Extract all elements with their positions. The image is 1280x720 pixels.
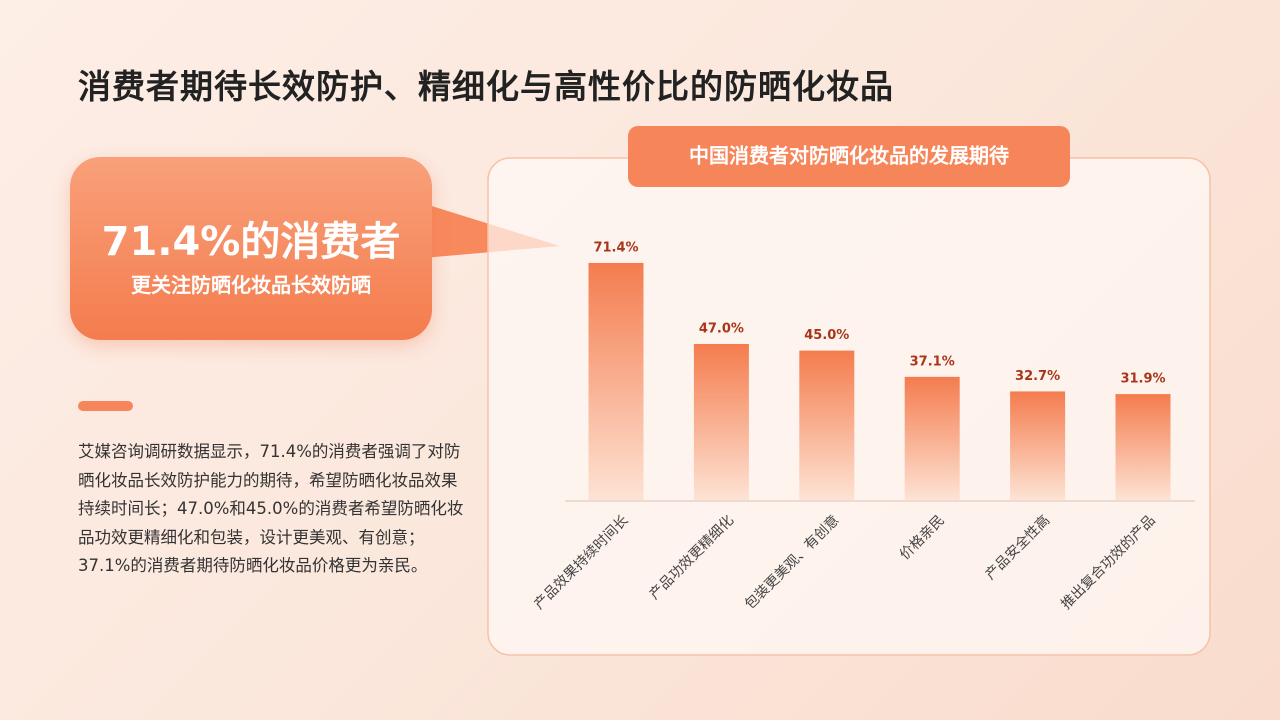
value-label: 47.0% — [699, 321, 744, 336]
bar — [588, 262, 644, 500]
page-title: 消费者期待长效防护、精细化与高性价比的防晒化妆品 — [78, 67, 894, 106]
callout-headline: 71.4%的消费者 — [101, 219, 401, 265]
bar — [799, 350, 855, 500]
bar — [693, 343, 749, 500]
bar — [1115, 394, 1171, 500]
bar — [1010, 391, 1066, 500]
chart-title: 中国消费者对防晒化妆品的发展期待 — [689, 144, 1009, 168]
value-label: 32.7% — [1015, 369, 1060, 384]
chart-title-pill — [628, 126, 1070, 187]
accent-bar — [78, 401, 133, 411]
paragraph: 艾媒咨询调研数据显示，71.4%的消费者强调了对防晒化妆品长效防护能力的期待，希… — [78, 442, 464, 575]
value-label: 31.9% — [1120, 372, 1165, 387]
value-label: 37.1% — [910, 354, 955, 369]
callout-subline: 更关注防晒化妆品长效防晒 — [131, 273, 371, 297]
value-label: 45.0% — [804, 328, 849, 343]
value-label: 71.4% — [593, 240, 638, 255]
bar — [904, 376, 960, 500]
callout: 71.4%的消费者 更关注防晒化妆品长效防晒 — [70, 157, 432, 340]
